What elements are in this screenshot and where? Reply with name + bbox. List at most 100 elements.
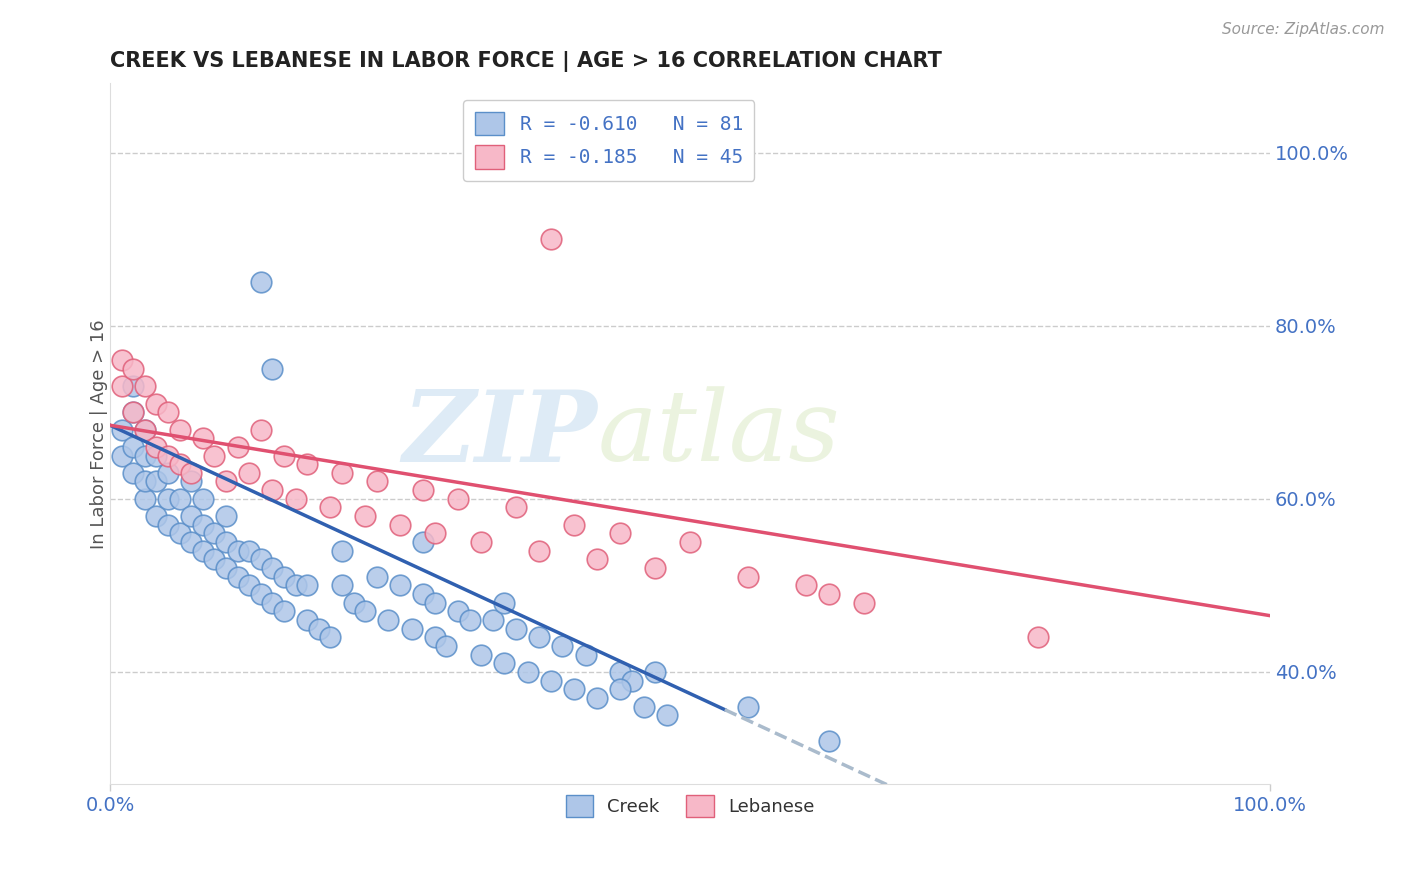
Point (737, 570, 759, 584)
Legend: Creek, Lebanese: Creek, Lebanese (558, 788, 821, 824)
Point (609, 682, 631, 697)
Point (169, 491, 191, 506)
Point (145, 509, 167, 524)
Point (470, 648, 492, 662)
Point (156, 491, 179, 506)
Point (655, 708, 678, 723)
Point (1026, 630, 1049, 644)
Point (412, 535, 434, 549)
Text: ZIP: ZIP (402, 385, 598, 483)
Point (122, 405, 145, 419)
Point (737, 699, 759, 714)
Point (388, 578, 411, 592)
Point (145, 475, 167, 489)
Point (156, 405, 179, 419)
Point (330, 543, 353, 558)
Point (423, 526, 446, 541)
Point (249, 587, 271, 601)
Point (180, 466, 202, 480)
Point (527, 630, 550, 644)
Point (377, 613, 399, 627)
Point (215, 475, 238, 489)
Point (852, 596, 875, 610)
Point (238, 466, 260, 480)
Point (191, 431, 214, 445)
Point (122, 405, 145, 419)
Point (110, 379, 132, 393)
Point (354, 604, 377, 618)
Point (122, 362, 145, 376)
Point (644, 561, 666, 575)
Point (202, 449, 225, 463)
Point (330, 578, 353, 592)
Point (447, 604, 470, 618)
Point (226, 543, 249, 558)
Point (319, 500, 342, 515)
Point (249, 276, 271, 290)
Point (215, 509, 238, 524)
Point (284, 578, 307, 592)
Text: Source: ZipAtlas.com: Source: ZipAtlas.com (1222, 22, 1385, 37)
Point (434, 639, 457, 653)
Point (238, 578, 260, 592)
Point (180, 475, 202, 489)
Point (262, 596, 284, 610)
Point (319, 630, 342, 644)
Point (273, 570, 295, 584)
Point (110, 449, 132, 463)
Point (156, 517, 179, 532)
Point (295, 613, 318, 627)
Point (180, 535, 202, 549)
Point (620, 673, 643, 688)
Point (169, 526, 191, 541)
Point (262, 362, 284, 376)
Point (494, 657, 516, 671)
Point (366, 475, 388, 489)
Point (122, 440, 145, 454)
Point (262, 483, 284, 497)
Point (794, 578, 817, 592)
Point (284, 491, 307, 506)
Point (295, 457, 318, 471)
Point (609, 526, 631, 541)
Point (134, 379, 156, 393)
Point (586, 552, 609, 566)
Point (470, 535, 492, 549)
Point (145, 449, 167, 463)
Point (122, 466, 145, 480)
Point (633, 699, 655, 714)
Point (145, 396, 167, 410)
Point (202, 526, 225, 541)
Point (134, 449, 156, 463)
Point (494, 596, 516, 610)
Point (330, 466, 353, 480)
Point (505, 500, 527, 515)
Point (562, 517, 585, 532)
Point (202, 552, 225, 566)
Point (191, 543, 214, 558)
Point (423, 630, 446, 644)
Point (215, 561, 238, 575)
Point (401, 622, 423, 636)
Point (122, 379, 145, 393)
Point (818, 587, 841, 601)
Point (412, 587, 434, 601)
Point (226, 570, 249, 584)
Point (574, 648, 596, 662)
Point (481, 613, 503, 627)
Point (134, 491, 156, 506)
Point (644, 665, 666, 679)
Point (145, 440, 167, 454)
Point (551, 639, 574, 653)
Y-axis label: In Labor Force | Age > 16: In Labor Force | Age > 16 (90, 319, 108, 549)
Point (249, 552, 271, 566)
Point (134, 423, 156, 437)
Point (388, 517, 411, 532)
Text: atlas: atlas (598, 386, 839, 482)
Point (134, 423, 156, 437)
Point (110, 423, 132, 437)
Point (169, 423, 191, 437)
Point (423, 596, 446, 610)
Point (191, 517, 214, 532)
Point (215, 535, 238, 549)
